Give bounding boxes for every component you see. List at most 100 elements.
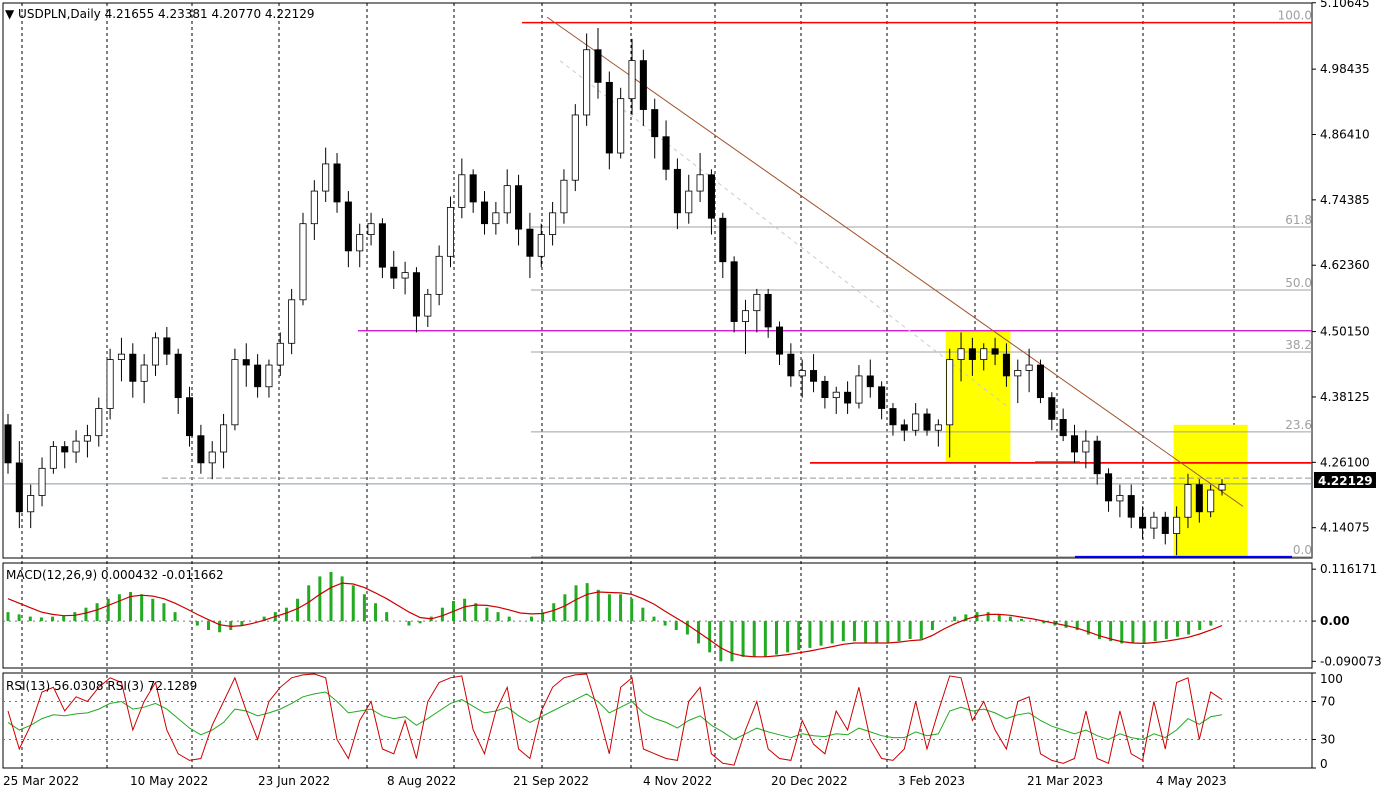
candle-body (15, 462, 23, 513)
fibonacci-level-label: 61.8 (1285, 213, 1312, 227)
candle-body (1093, 440, 1101, 475)
macd-panel-frame (2, 562, 1313, 669)
candle-body (764, 293, 772, 328)
candle-body (537, 234, 545, 257)
x-axis-tick-label: 3 Feb 2023 (898, 774, 965, 788)
candle-body (254, 364, 262, 388)
highlight-box (945, 330, 1011, 463)
y-axis-tick-label: 4.14075 (1320, 521, 1370, 535)
candle-body (276, 342, 284, 366)
rsi-panel-frame (2, 672, 1313, 769)
candle-body (1195, 484, 1203, 513)
candle-body (49, 446, 57, 469)
candle-body (197, 435, 205, 464)
candle-body (401, 272, 409, 279)
candle-body (968, 348, 976, 360)
trendline (546, 16, 1244, 507)
rsi3-line (7, 673, 1223, 766)
current-price-box (1314, 472, 1376, 488)
candle-body (469, 174, 477, 203)
x-axis-tick-label: 23 Jun 2022 (258, 774, 330, 788)
candle-body (95, 408, 103, 437)
candle-body (628, 60, 636, 100)
fibonacci-level-label: 38.2 (1285, 338, 1312, 352)
candle-body (1105, 473, 1113, 502)
fibonacci-level-label: 50.0 (1285, 276, 1312, 290)
candle-body (583, 49, 591, 116)
y-axis-tick-label: 5.10645 (1320, 0, 1370, 10)
candle-body (208, 451, 216, 464)
candle-body (991, 348, 999, 355)
candle-body (855, 375, 863, 404)
candle-body (1127, 495, 1135, 518)
candle-body (481, 201, 489, 225)
candle-body (685, 190, 693, 214)
y-axis-tick-label: 4.50150 (1320, 325, 1370, 339)
candle-body (446, 206, 455, 257)
candle-body (174, 353, 182, 399)
candle-body (1002, 353, 1010, 377)
candle-body (798, 370, 806, 377)
candle-body (696, 174, 704, 192)
candle-body (322, 163, 330, 192)
candle-body (844, 391, 852, 404)
x-axis-tick-label: 25 Mar 2022 (3, 774, 79, 788)
candle-body (242, 359, 250, 366)
macd-label: MACD(12,26,9) 0.000432 -0.011662 (6, 568, 224, 582)
candle-body (220, 424, 228, 453)
candle-body (878, 386, 886, 409)
candle-body (912, 413, 920, 431)
candle-body (787, 353, 795, 377)
candle-body (957, 348, 965, 360)
candle-body (526, 228, 534, 257)
candle-body (1218, 484, 1226, 491)
candle-body (651, 109, 659, 138)
x-axis-tick-label: 4 Nov 2022 (643, 774, 712, 788)
y-axis-tick-label: 4.98435 (1320, 62, 1370, 76)
x-axis-tick-label: 10 May 2022 (130, 774, 208, 788)
candle-body (344, 201, 352, 252)
candle-body (594, 49, 602, 83)
candle-body (900, 424, 908, 431)
candle-body (719, 217, 727, 263)
candle-body (866, 375, 874, 388)
candle-body (775, 326, 784, 355)
candle-body (605, 81, 613, 154)
candle-body (72, 440, 80, 453)
candle-body (163, 337, 171, 355)
symbol-header: ▼ USDPLN,Daily 4.21655 4.23381 4.20770 4… (5, 7, 315, 21)
candle-body (299, 223, 307, 301)
candle-body (707, 174, 715, 219)
x-axis-tick-label: 21 Sep 2022 (513, 774, 589, 788)
x-axis-tick-label: 8 Aug 2022 (387, 774, 456, 788)
candle-body (492, 212, 500, 225)
candle-body (333, 163, 341, 203)
candle-body (140, 364, 148, 382)
candle-body (151, 337, 160, 366)
rsi-label: RSI(13) 56.0308 RSI(3) 72.1289 (6, 679, 197, 693)
current-price-label: 4.22129 (1318, 474, 1373, 488)
candle-body (390, 266, 398, 279)
candle-body (310, 190, 318, 225)
rsi-y-tick-label: 70 (1320, 695, 1335, 709)
candle-body (934, 424, 942, 431)
x-axis-tick-label: 20 Dec 2022 (771, 774, 848, 788)
x-axis-tick-label: 4 May 2023 (1156, 774, 1227, 788)
candle-body (38, 467, 46, 496)
candle-body (424, 293, 432, 317)
candle-body (923, 413, 931, 431)
candle-body (378, 223, 386, 268)
y-axis-tick-label: 4.38125 (1320, 390, 1370, 404)
candle-body (356, 234, 364, 252)
candle-body (186, 397, 194, 437)
fibonacci-diagonal (559, 60, 1011, 409)
candle-body (1070, 435, 1079, 453)
candle-body (1036, 364, 1044, 399)
candle-body (946, 359, 954, 426)
candle-body (730, 261, 738, 322)
candle-body (265, 364, 273, 388)
candle-body (1082, 440, 1090, 453)
macd-y-tick-label: 0.00 (1320, 614, 1350, 628)
candle-body (61, 446, 69, 453)
